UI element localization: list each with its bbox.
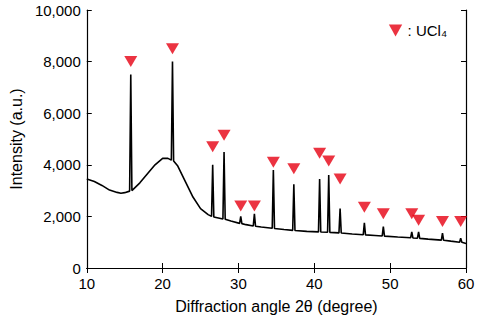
svg-text:10: 10	[78, 275, 95, 292]
svg-text:10,000: 10,000	[35, 2, 81, 19]
svg-text:40: 40	[306, 275, 323, 292]
svg-text:: UCl₄: : UCl₄	[408, 22, 447, 39]
svg-text:8,000: 8,000	[43, 53, 81, 70]
svg-text:2,000: 2,000	[43, 208, 81, 225]
svg-text:50: 50	[382, 275, 399, 292]
svg-text:6,000: 6,000	[43, 105, 81, 122]
svg-text:Diffraction angle 2θ (degree): Diffraction angle 2θ (degree)	[175, 298, 378, 315]
svg-text:4,000: 4,000	[43, 156, 81, 173]
svg-text:60: 60	[458, 275, 475, 292]
svg-text:0: 0	[72, 260, 80, 277]
svg-text:30: 30	[230, 275, 247, 292]
svg-text:Intensity (a.u.): Intensity (a.u.)	[8, 88, 25, 189]
svg-text:20: 20	[154, 275, 171, 292]
